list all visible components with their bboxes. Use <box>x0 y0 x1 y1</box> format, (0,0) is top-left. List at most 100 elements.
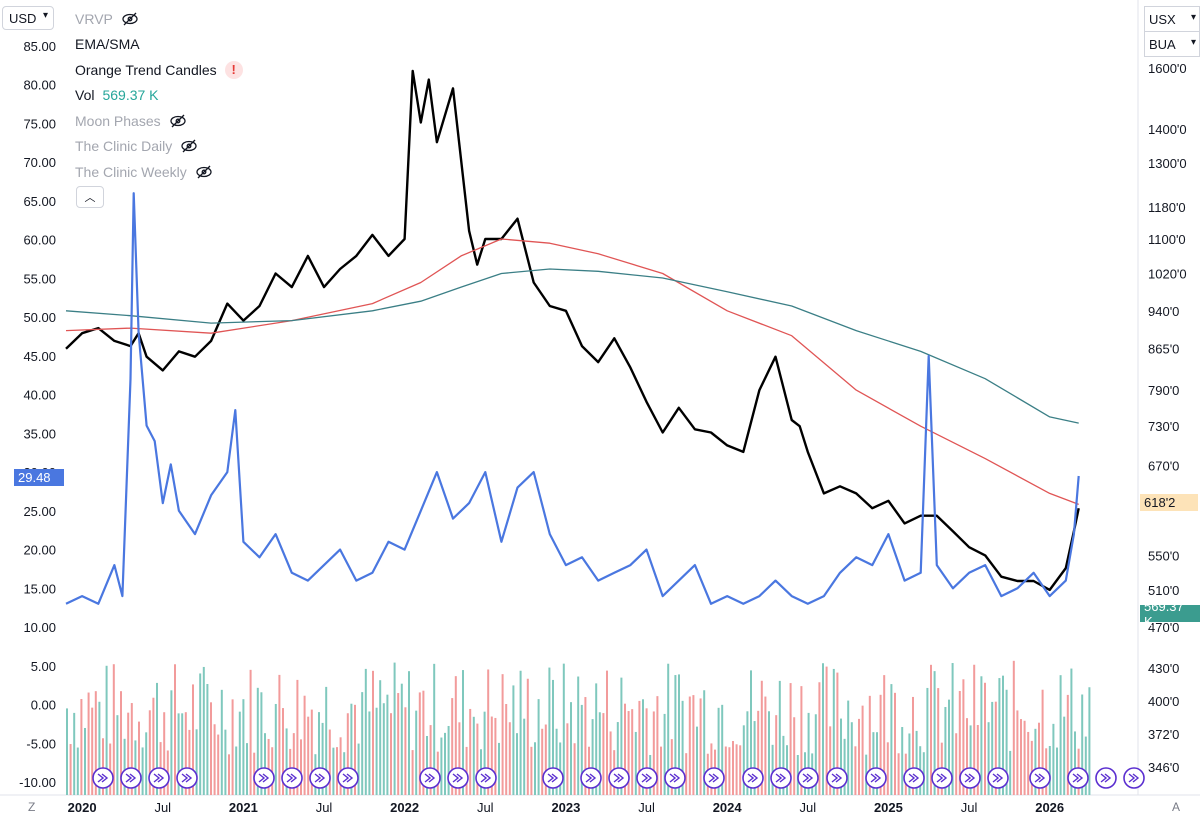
volume-bar <box>494 717 497 795</box>
legend-moon-phases[interactable]: Moon Phases <box>75 108 243 134</box>
volume-bar <box>775 715 778 795</box>
volume-bar <box>508 722 511 795</box>
x-axis-tick: Jul <box>154 800 171 815</box>
right-axis-tick: 430'0 <box>1148 661 1179 676</box>
volume-bar <box>976 725 979 795</box>
left-axis-tick: 75.00 <box>23 116 56 131</box>
volume-bar <box>224 729 227 795</box>
volume-bar <box>440 737 443 795</box>
left-axis-tick: -5.00 <box>26 736 56 751</box>
volume-bar <box>735 744 738 795</box>
moon-phase-icon <box>181 773 193 783</box>
volume-bar <box>357 743 360 795</box>
volume-bar <box>274 703 277 795</box>
volume-bar <box>393 662 396 795</box>
volume-bar <box>980 676 983 795</box>
volume-bar <box>181 713 184 795</box>
volume-bar <box>674 675 677 795</box>
volume-bar <box>854 746 857 795</box>
auto-scale-button[interactable]: A <box>1172 800 1181 814</box>
volume-bar <box>170 690 173 795</box>
legend-volume[interactable]: Vol 569.37 K <box>75 83 243 109</box>
volume-bar <box>202 666 205 795</box>
volume-bar <box>746 711 749 795</box>
volume-bar <box>109 743 112 795</box>
volume-bar <box>364 668 367 795</box>
volume-bar <box>1027 731 1030 795</box>
eye-crossed-icon[interactable] <box>169 114 187 128</box>
series-line-3 <box>65 192 1080 605</box>
volume-bar <box>858 718 860 795</box>
volume-bar <box>498 742 500 795</box>
volume-bar <box>1074 731 1076 795</box>
right-axis-tick: 470'0 <box>1148 620 1179 635</box>
volume-bar <box>112 664 115 795</box>
volume-bar <box>368 711 371 795</box>
x-axis-tick: Jul <box>961 800 978 815</box>
volume-bar <box>879 694 882 795</box>
left-axis-tick: 25.00 <box>23 504 56 519</box>
volume-bar <box>760 680 763 795</box>
volume-bar <box>566 723 569 795</box>
volume-bar <box>141 747 144 795</box>
eye-crossed-icon[interactable] <box>180 139 198 153</box>
x-axis-tick: 2020 <box>68 800 97 815</box>
volume-bar <box>530 746 533 795</box>
volume-bar <box>242 699 245 795</box>
volume-bar <box>444 732 446 795</box>
right-unit-selector-2[interactable]: BUA ▾ <box>1144 31 1200 57</box>
left-axis-tick: 85.00 <box>23 39 56 54</box>
volume-bar <box>559 742 562 795</box>
legend-label: Vol <box>75 87 95 104</box>
legend-collapse-button[interactable]: ︿ <box>76 186 104 208</box>
volume-bar <box>487 669 490 795</box>
currency-selector[interactable]: USD ▾ <box>2 6 54 30</box>
legend-label: The Clinic Weekly <box>75 163 187 180</box>
volume-bar <box>876 732 878 795</box>
volume-bar <box>908 733 911 795</box>
volume-bar <box>933 671 936 795</box>
right-axis-tick: 790'0 <box>1148 383 1179 398</box>
volume-bar <box>526 678 529 795</box>
moon-phase-icon <box>424 773 436 783</box>
volume-bar <box>789 683 792 795</box>
legend-clinic-weekly[interactable]: The Clinic Weekly <box>75 159 243 185</box>
right-axis-tick: 1600'0 <box>1148 61 1187 76</box>
volume-bar <box>742 725 745 795</box>
moon-phase-icon <box>1034 773 1046 783</box>
legend-label: VRVP <box>75 10 113 27</box>
moon-phase-icon <box>641 773 653 783</box>
volume-bar <box>332 747 335 795</box>
volume-bar <box>994 701 997 795</box>
volume-bar <box>998 678 1001 795</box>
eye-crossed-icon[interactable] <box>195 165 213 179</box>
timezone-button[interactable]: Z <box>28 800 36 814</box>
legend-clinic-daily[interactable]: The Clinic Daily <box>75 134 243 160</box>
volume-bar <box>134 740 137 795</box>
legend-orange-trend[interactable]: Orange Trend Candles ! <box>75 57 243 83</box>
volume-bar <box>300 739 302 795</box>
volume-bar <box>188 729 191 795</box>
right-axis-tick: 730'0 <box>1148 419 1179 434</box>
chevron-down-icon: ▾ <box>1190 37 1196 48</box>
volume-bar <box>404 707 407 795</box>
right-unit-selector-1[interactable]: USX ▾ <box>1144 6 1200 32</box>
x-axis-tick: 2023 <box>551 800 580 815</box>
volume-bar <box>1005 689 1008 795</box>
x-axis-tick: Jul <box>477 800 494 815</box>
volume-bar <box>962 679 965 795</box>
indicator-legend: VRVP EMA/SMA Orange Trend Candles ! Vol … <box>75 6 243 185</box>
legend-vrvp[interactable]: VRVP <box>75 6 243 32</box>
eye-crossed-icon[interactable] <box>121 12 139 26</box>
volume-bar <box>422 690 425 795</box>
volume-bar <box>1016 710 1019 795</box>
volume-bar <box>890 684 893 795</box>
volume-bar <box>386 694 389 795</box>
volume-bar <box>627 711 630 795</box>
volume-bar <box>656 696 659 795</box>
volume-bar <box>91 707 94 795</box>
warning-icon[interactable]: ! <box>224 60 243 79</box>
legend-ema-sma[interactable]: EMA/SMA <box>75 32 243 58</box>
volume-bar <box>76 747 79 795</box>
